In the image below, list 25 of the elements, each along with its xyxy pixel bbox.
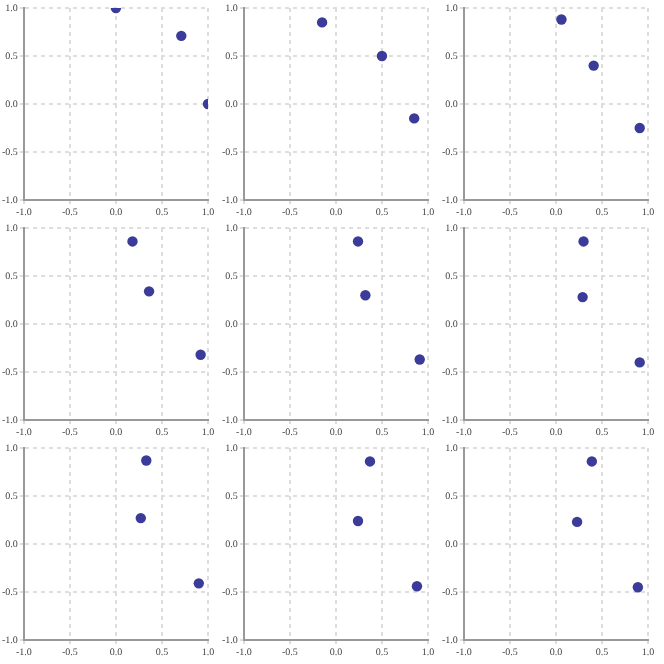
point bbox=[364, 456, 376, 467]
point bbox=[127, 236, 138, 247]
point bbox=[352, 515, 364, 527]
point bbox=[632, 582, 644, 593]
point bbox=[360, 290, 371, 301]
point bbox=[586, 456, 598, 467]
point bbox=[588, 60, 599, 71]
point bbox=[141, 455, 152, 466]
point bbox=[408, 113, 420, 124]
point bbox=[193, 578, 204, 589]
point bbox=[176, 30, 187, 42]
point bbox=[352, 236, 364, 247]
point bbox=[414, 354, 425, 365]
point bbox=[571, 516, 583, 528]
point bbox=[143, 286, 155, 297]
point bbox=[634, 357, 645, 368]
point bbox=[577, 291, 588, 303]
point bbox=[135, 512, 146, 524]
point bbox=[556, 14, 567, 25]
point bbox=[578, 236, 589, 247]
point bbox=[411, 581, 423, 592]
point bbox=[195, 349, 206, 360]
point bbox=[634, 122, 645, 134]
point bbox=[316, 17, 328, 28]
point bbox=[376, 50, 388, 62]
